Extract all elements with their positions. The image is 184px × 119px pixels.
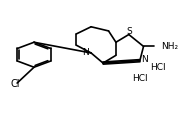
Text: NH₂: NH₂ (161, 42, 178, 51)
Text: HCl: HCl (132, 74, 148, 83)
Text: N: N (82, 48, 89, 57)
Text: N: N (142, 55, 148, 64)
Text: HCl: HCl (151, 63, 166, 72)
Text: Cl: Cl (10, 79, 20, 89)
Text: S: S (127, 27, 133, 36)
